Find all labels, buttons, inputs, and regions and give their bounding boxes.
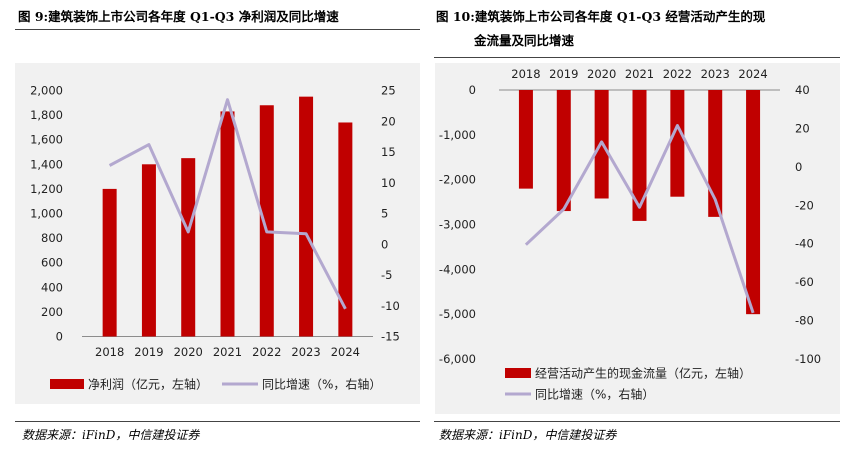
chart1-right-tick-label: -10 (381, 299, 400, 313)
figure1-panel (15, 63, 420, 404)
chart1-category-label: 2019 (134, 345, 163, 359)
chart2-left-tick-label: -6,000 (439, 352, 476, 366)
chart1-left-tick-label: 0 (56, 330, 63, 344)
chart2-bar (670, 90, 685, 197)
chart1-left-tick-label: 800 (41, 231, 63, 245)
chart2-left-tick-label: -1,000 (439, 128, 476, 142)
chart1-bar (299, 96, 314, 337)
chart1-bar (141, 164, 156, 337)
figure1-top-rule (15, 29, 420, 30)
figure2-top-rule (434, 57, 840, 58)
chart2-left-tick-label: 0 (469, 83, 476, 97)
chart2-legend-bar-swatch (505, 368, 531, 378)
chart2-category-label: 2023 (701, 67, 730, 81)
chart1-category-label: 2023 (291, 345, 320, 359)
chart1-right-tick-label: 15 (381, 145, 396, 159)
chart1-right-tick-label: 25 (381, 84, 396, 98)
chart1-legend-label: 同比增速（%，右轴） (262, 377, 381, 392)
chart1-right-tick-label: 5 (381, 207, 388, 221)
figure2-title: 图 10:建筑装饰上市公司各年度 Q1-Q3 经营活动产生的现 金流量及同比增速 (436, 5, 836, 53)
chart1-right-tick-label: -5 (381, 268, 392, 282)
chart1-bar (102, 188, 117, 337)
chart2-right-tick-label: -60 (795, 275, 814, 289)
chart2-category-label: 2018 (511, 67, 540, 81)
chart2-right-tick-label: -20 (795, 198, 814, 212)
chart2-bar (746, 90, 761, 315)
chart1-category-label: 2024 (331, 345, 360, 359)
chart1-right-tick-label: 20 (381, 114, 396, 128)
chart1-left-tick-label: 2,000 (30, 84, 63, 98)
chart1-right-tick-label: 0 (381, 237, 388, 251)
chart2-category-label: 2019 (549, 67, 578, 81)
chart1-left-tick-label: 1,600 (30, 133, 63, 147)
figure1-source: 数据来源：iFinD，中信建投证券 (22, 428, 200, 442)
chart2-right-tick-label: -40 (795, 237, 814, 251)
chart2-right-tick-label: -100 (795, 352, 821, 366)
chart1-left-tick-label: 1,400 (30, 157, 63, 171)
chart2-right-tick-label: -80 (795, 314, 814, 328)
chart2-bar (632, 90, 647, 221)
figure2-title-line2: 金流量及同比增速 (474, 33, 575, 48)
chart1-bar (181, 158, 196, 337)
chart1-category-label: 2018 (95, 345, 124, 359)
chart2-category-label: 2020 (587, 67, 616, 81)
chart2-legend-label: 经营活动产生的现金流量（亿元，左轴） (535, 366, 751, 381)
chart1-bar (259, 105, 274, 337)
chart1-left-tick-label: 400 (41, 280, 63, 294)
figure2-source: 数据来源：iFinD，中信建投证券 (439, 428, 617, 442)
figure2-title-line1: 图 10:建筑装饰上市公司各年度 Q1-Q3 经营活动产生的现 (436, 9, 766, 24)
chart2-left-tick-label: -2,000 (439, 173, 476, 187)
chart1-left-tick-label: 1,800 (30, 108, 63, 122)
chart1-bar (220, 111, 235, 337)
chart1-category-label: 2022 (252, 345, 281, 359)
chart1-right-tick-label: -15 (381, 330, 400, 344)
chart2-category-label: 2021 (625, 67, 654, 81)
chart2-legend-label: 同比增速（%，右轴） (535, 387, 654, 402)
chart2-bar (556, 90, 571, 212)
chart1-category-label: 2021 (213, 345, 242, 359)
chart1-left-tick-label: 600 (41, 256, 63, 270)
chart2-left-tick-label: -4,000 (439, 262, 476, 276)
chart2-left-tick-label: -5,000 (439, 307, 476, 321)
chart2-bar (518, 90, 533, 189)
chart1-right-tick-label: 10 (381, 176, 396, 190)
chart2-category-label: 2022 (663, 67, 692, 81)
chart2-bar (708, 90, 723, 217)
chart1-category-label: 2020 (174, 345, 203, 359)
figure2-bottom-rule (434, 421, 840, 422)
chart2-right-tick-label: 40 (795, 83, 810, 97)
chart1-left-tick-label: 1,000 (30, 207, 63, 221)
figure1-title: 图 9:建筑装饰上市公司各年度 Q1-Q3 净利润及同比增速 (18, 9, 339, 24)
chart2-right-tick-label: 20 (795, 121, 810, 135)
chart1-left-tick-label: 200 (41, 305, 63, 319)
chart1-left-tick-label: 1,200 (30, 182, 63, 196)
chart2-right-tick-label: 0 (795, 160, 802, 174)
chart1-legend-label: 净利润（亿元，左轴） (88, 377, 208, 392)
chart1-legend-bar-swatch (50, 379, 84, 389)
chart1-bar (338, 122, 353, 337)
chart2-left-tick-label: -3,000 (439, 218, 476, 232)
figure1-bottom-rule (15, 421, 420, 422)
chart2-category-label: 2024 (738, 67, 767, 81)
